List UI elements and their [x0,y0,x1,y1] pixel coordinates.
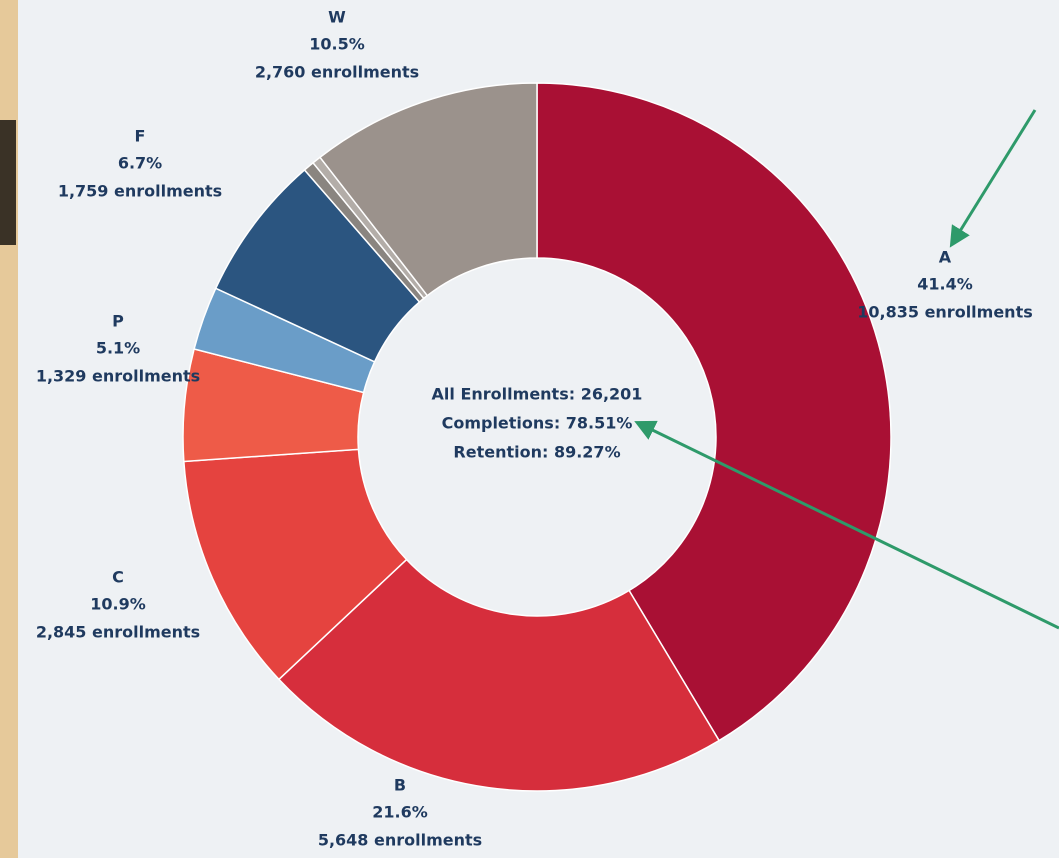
segment-name: B [394,776,406,795]
segment-name: C [112,568,124,587]
center-text: All Enrollments: 26,201 [432,385,643,404]
segment-percent: 10.5% [309,35,365,54]
paper-border-dark [0,120,16,245]
annotation-arrow [949,109,1037,248]
segment-enrollments: 2,845 enrollments [36,623,200,642]
donut-segment [536,82,892,742]
segment-percent: 41.4% [917,275,973,294]
segment-enrollments: 5,648 enrollments [318,831,482,850]
segment-enrollments: 1,329 enrollments [36,367,200,386]
center-text: Completions: 78.51% [442,414,633,433]
donut-segment [318,82,538,297]
donut [182,82,892,792]
segment-percent: 5.1% [96,339,140,358]
segment-enrollments: 10,835 enrollments [857,303,1033,322]
segment-percent: 21.6% [372,803,428,822]
segment-name: P [112,312,124,331]
donut-segment [277,558,721,792]
donut-segment [183,448,408,681]
segment-percent: 10.9% [90,595,146,614]
segment-percent: 6.7% [118,154,162,173]
center-text: Retention: 89.27% [453,443,620,462]
segment-name: F [135,127,146,146]
annotation-arrow [634,420,1059,630]
segment-enrollments: 1,759 enrollments [58,182,222,201]
segment-name: W [328,8,346,27]
segment-name: A [939,248,952,267]
segment-enrollments: 2,760 enrollments [255,63,419,82]
labels: A 41.4% 10,835 enrollments B 21.6% 5,648 enro… [36,8,1033,850]
